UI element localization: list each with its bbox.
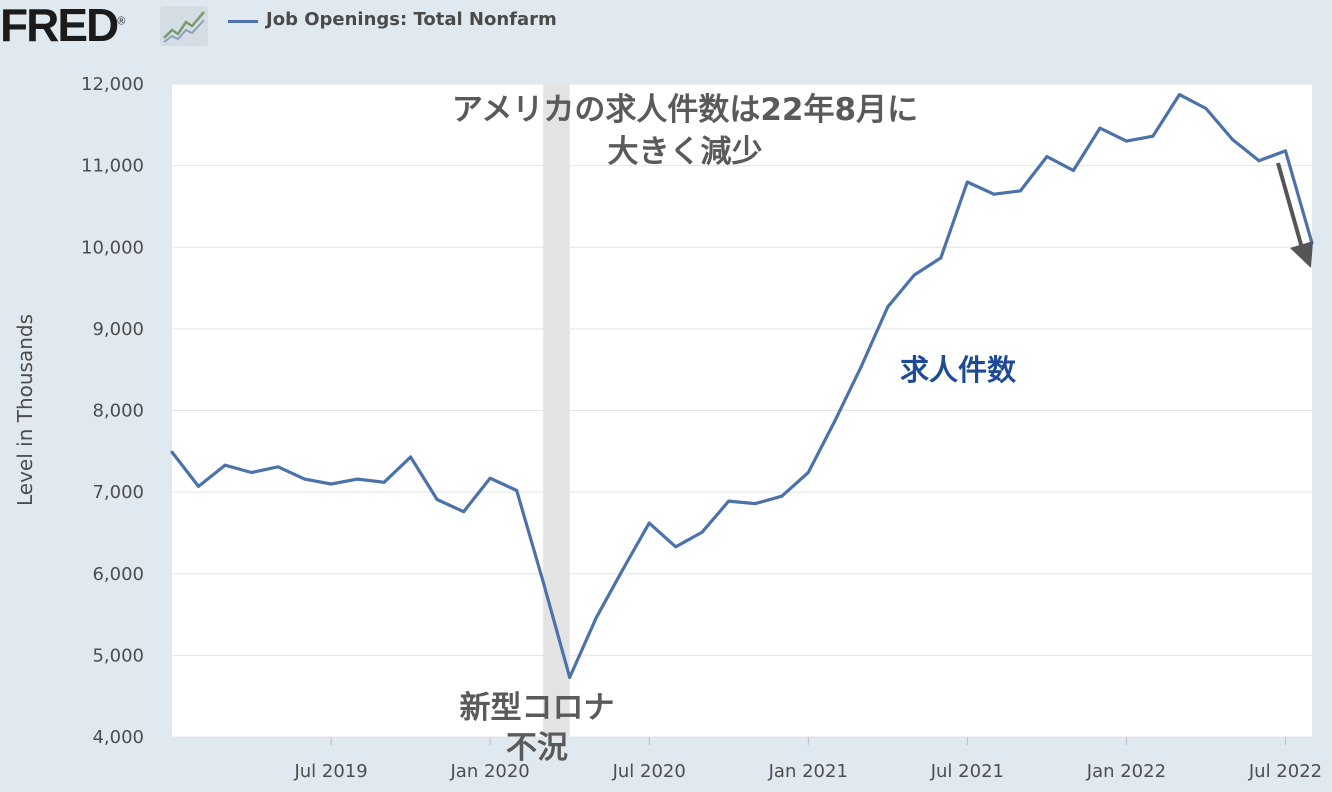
data-point[interactable] [276,465,280,469]
fred-chart-icon [160,6,208,46]
data-point[interactable] [356,477,360,481]
data-point[interactable] [303,477,307,481]
data-point[interactable] [833,419,837,423]
y-tick-label: 9,000 [92,319,144,340]
series-points [170,93,1314,679]
data-point[interactable] [382,480,386,484]
data-point[interactable] [594,616,598,620]
data-point[interactable] [1098,126,1102,130]
x-tick-label: Jul 2021 [930,761,1004,782]
data-point[interactable] [621,568,625,572]
series-annotation: 求人件数 [900,353,1017,387]
data-point[interactable] [992,192,996,196]
data-point[interactable] [250,471,254,475]
x-axis-ticks: Jul 2019 Jan 2020 Jul 2020 Jan 2021 Jul 2021… [293,737,1322,782]
y-axis-ticks: 4,000 5,000 6,000 7,000 8,000 9,000 10,000 11,0… [81,74,144,748]
data-point[interactable] [1257,159,1261,163]
x-tick-label: Jul 2020 [612,761,686,782]
data-point[interactable] [1283,149,1287,153]
recession-annotation-line1: 新型コロナ [460,690,615,726]
x-tick-label: Jan 2020 [449,761,529,782]
data-point[interactable] [912,273,916,277]
legend-swatch [228,20,258,23]
headline-annotation-line2: 大きく減少 [608,134,763,170]
data-point[interactable] [197,484,201,488]
data-point[interactable] [1045,155,1049,159]
decline-arrow-head [1290,241,1313,268]
y-tick-label: 5,000 [92,645,144,666]
data-point[interactable] [435,497,439,501]
data-point[interactable] [1071,169,1075,173]
data-point[interactable] [1151,134,1155,138]
data-point[interactable] [806,471,810,475]
data-point[interactable] [462,510,466,514]
y-tick-label: 4,000 [92,727,144,748]
x-tick-label: Jul 2019 [293,761,367,782]
data-point[interactable] [965,180,969,184]
data-point[interactable] [1018,189,1022,193]
y-tick-label: 7,000 [92,482,144,503]
data-point[interactable] [753,502,757,506]
data-point[interactable] [780,494,784,498]
data-point[interactable] [541,580,545,584]
decline-arrow [1276,162,1304,249]
data-point[interactable] [488,476,492,480]
x-tick-label: Jan 2022 [1086,761,1166,782]
data-point[interactable] [674,545,678,549]
legend-label[interactable]: Job Openings: Total Nonfarm [266,9,557,30]
y-axis-label: Level in Thousands [13,314,37,506]
data-point[interactable] [859,364,863,368]
y-tick-label: 11,000 [81,156,144,177]
data-point[interactable] [700,530,704,534]
recession-annotation-line2: 不況 [506,730,568,766]
data-point[interactable] [568,675,572,679]
y-tick-label: 10,000 [81,237,144,258]
x-tick-label: Jan 2021 [768,761,848,782]
chart-header: FRED® Job Openings: Total Nonfarm [0,0,1332,51]
data-point[interactable] [727,499,731,503]
data-point[interactable] [1177,93,1181,97]
y-tick-label: 6,000 [92,564,144,585]
data-point[interactable] [329,482,333,486]
data-point[interactable] [1204,106,1208,110]
fred-logo[interactable]: FRED® [0,0,125,51]
data-point[interactable] [886,305,890,309]
data-point[interactable] [515,488,519,492]
data-point[interactable] [1230,138,1234,142]
series-line-job-openings[interactable] [170,92,1314,680]
headline-annotation-line1: アメリカの求人件数は22年8月に [452,92,918,128]
y-tick-label: 8,000 [92,401,144,422]
data-point[interactable] [409,455,413,459]
grid-lines [172,83,1312,738]
x-tick-label: Jul 2022 [1248,761,1322,782]
data-point[interactable] [223,463,227,467]
data-point[interactable] [1124,139,1128,143]
data-point[interactable] [170,450,174,454]
data-point[interactable] [939,256,943,260]
data-point[interactable] [647,521,651,525]
y-tick-label: 12,000 [81,74,144,95]
